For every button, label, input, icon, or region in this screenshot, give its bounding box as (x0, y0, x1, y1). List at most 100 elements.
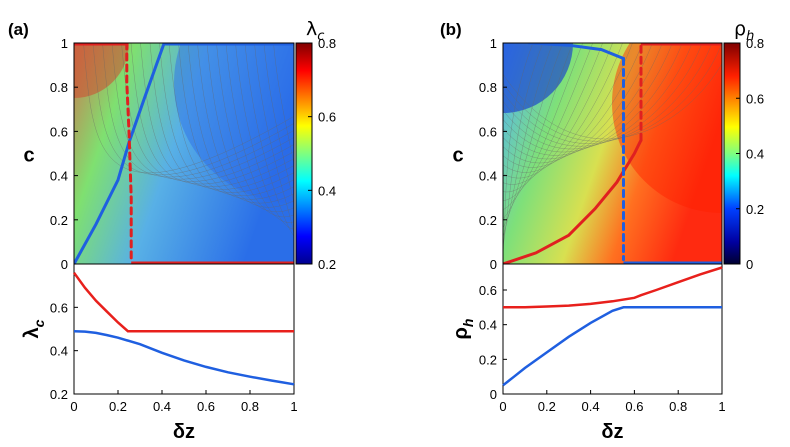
heatmap-shading (74, 43, 294, 264)
colorbar-tick-label: 0.4 (746, 147, 764, 162)
contour-line (168, 43, 294, 197)
heatmap-shading (503, 43, 722, 264)
heatmap-hot-region (612, 43, 722, 213)
contour-line (254, 43, 294, 243)
y-tick-label: 0.6 (479, 283, 497, 298)
series-line-1 (73, 329, 295, 386)
y-tick-label: 0.8 (50, 80, 68, 95)
boundary-dashed-line (125, 43, 133, 262)
boundary-solid-line (503, 138, 643, 264)
contour-line (140, 43, 294, 187)
colorbar-label-symbol: λ (306, 18, 317, 40)
colorbar-tick-label: 0.2 (318, 257, 336, 272)
contour-line (503, 43, 564, 228)
y-axis-label: λc (21, 319, 47, 338)
y-tick-label: 0.4 (479, 169, 497, 184)
contour-line (503, 43, 613, 185)
contour-line (216, 43, 294, 217)
y-tick-label: 0.4 (50, 344, 68, 359)
colorbar-label-symbol: ρ (734, 18, 746, 40)
contour-line (197, 43, 294, 208)
y-tick-label: 0.4 (479, 318, 497, 333)
y-tick-label: 0 (490, 257, 497, 272)
colorbar-label-subscript: c (317, 29, 324, 44)
y-tick-label: 0.6 (50, 124, 68, 139)
x-tick-label: 0 (499, 399, 506, 414)
x-tick-label: 0.8 (669, 399, 687, 414)
x-tick-label: 0.6 (197, 399, 215, 414)
contour-line (503, 43, 673, 156)
y-tick-label: 0 (490, 387, 497, 402)
contour-line (130, 43, 294, 185)
contour-line (263, 43, 294, 250)
colorbar-label: λc (306, 18, 324, 44)
panel-label: (a) (8, 20, 29, 39)
colorbar (295, 42, 313, 265)
y-axis-label-symbol: ρ (450, 327, 472, 339)
contour-line (503, 43, 633, 173)
x-tick-label: 0.6 (625, 399, 643, 414)
contour-line (503, 43, 643, 168)
panel-a: (a)00.20.40.60.81c0.20.40.60.8λc0.20.40.… (8, 18, 336, 443)
x-tick-label: 0 (70, 399, 77, 414)
y-axis-label: c (452, 145, 463, 167)
colorbar-label: ρh (734, 18, 754, 44)
y-tick-label: 0.2 (50, 213, 68, 228)
x-tick-label: 0.8 (241, 399, 259, 414)
contour-line (503, 43, 574, 219)
contour-line (187, 43, 294, 204)
contour-line (503, 43, 583, 210)
series-line-0 (72, 271, 294, 333)
y-axis-label: c (23, 145, 34, 167)
colorbar-tick-label: 0.8 (746, 36, 764, 51)
contour-line (503, 43, 603, 193)
contour-line (503, 43, 663, 160)
colorbar-tick-label: 0.6 (318, 110, 336, 125)
y-tick-label: 0.2 (479, 213, 497, 228)
colorbar-tick-label: 0.8 (318, 36, 336, 51)
y-axis-label-symbol: λ (21, 327, 43, 338)
colorbar-label-subscript: h (746, 29, 754, 44)
x-axis-label: δz (601, 421, 623, 443)
line-chart-frame (502, 263, 723, 395)
contour-line (102, 43, 294, 177)
series-line-1 (502, 306, 722, 387)
contour-line (111, 43, 294, 180)
contour-line (159, 43, 294, 193)
boundary-solid-line (74, 43, 166, 264)
y-tick-label: 0.2 (50, 387, 68, 402)
boundary-solid-blue-line (527, 43, 625, 60)
contour-line (273, 43, 294, 257)
y-tick-label: 0.6 (479, 124, 497, 139)
contour-line (503, 43, 554, 237)
contour-line (503, 43, 653, 164)
colorbar-tick-label: 0.6 (746, 91, 764, 106)
x-tick-label: 1 (290, 399, 297, 414)
x-tick-label: 0.4 (153, 399, 171, 414)
y-tick-label: 0.8 (479, 80, 497, 95)
series-line-0 (502, 266, 723, 309)
y-axis-label-subscript: h (460, 319, 476, 328)
y-tick-label: 0.4 (50, 169, 68, 184)
y-axis-label-subscript: c (31, 319, 47, 327)
x-tick-label: 0.2 (109, 399, 127, 414)
heatmap-cold-corner (503, 43, 573, 113)
line-chart-frame (73, 263, 295, 395)
panel-label: (b) (440, 20, 462, 39)
contour-line (206, 43, 294, 213)
x-tick-label: 0.2 (538, 399, 556, 414)
y-tick-label: 0 (61, 257, 68, 272)
colorbar-tick-label: 0.2 (746, 202, 764, 217)
x-axis-label: δz (173, 421, 195, 443)
y-tick-label: 0.2 (479, 352, 497, 367)
contour-line (244, 43, 294, 237)
y-tick-label: 1 (61, 36, 68, 51)
contour-line (121, 43, 294, 182)
contour-line (225, 43, 294, 223)
x-tick-label: 1 (718, 399, 725, 414)
contour-line (503, 43, 593, 201)
y-axis-label: ρh (450, 319, 476, 340)
contour-line (83, 43, 294, 174)
contour-line (235, 43, 294, 230)
